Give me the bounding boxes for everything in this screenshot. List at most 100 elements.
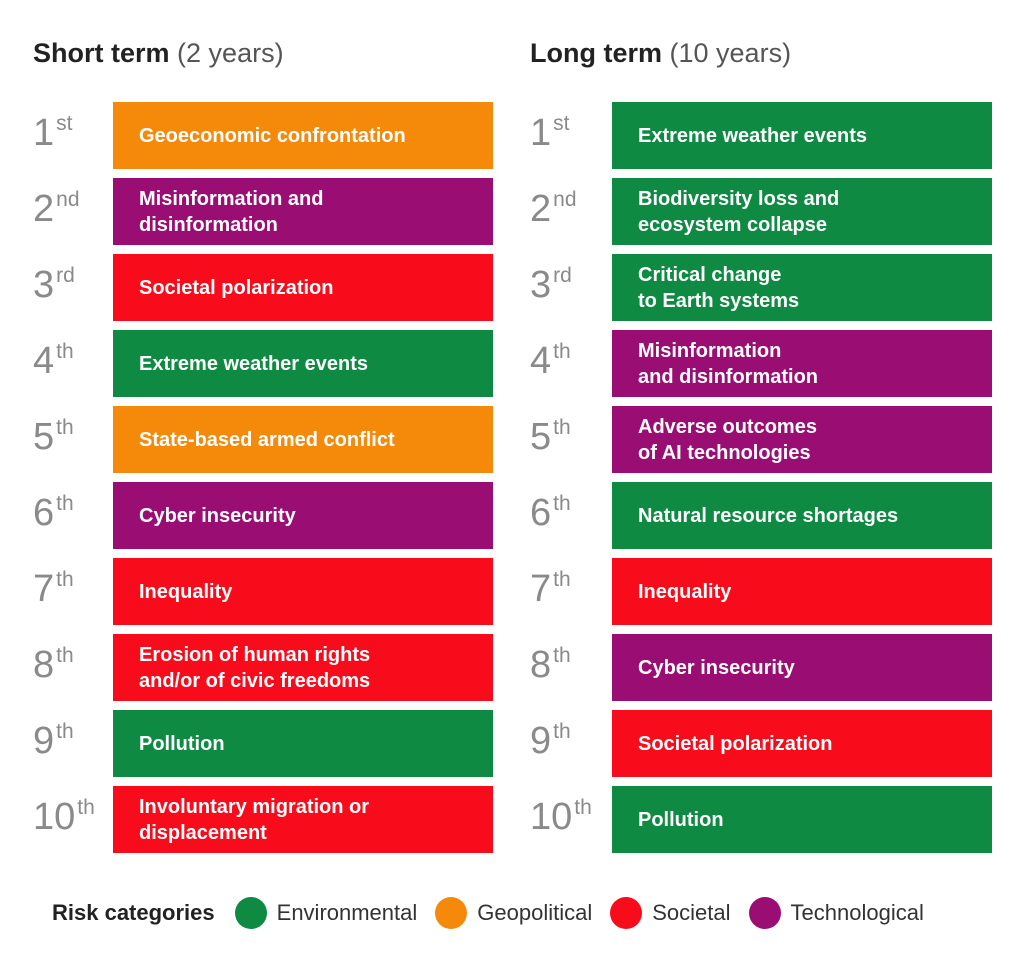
risk-box: Geoeconomic confrontation [113,102,493,169]
rank-number: 2 [530,188,552,230]
risk-label: Involuntary migration or [139,795,370,818]
rank-suffix: st [553,112,570,135]
legend-label: Technological [790,900,924,925]
risk-label: Natural resource shortages [638,504,899,527]
rank: 8th [530,644,608,687]
risk-label: Geoeconomic confrontation [139,124,406,147]
risk-box: Adverse outcomes of AI technologies [612,406,992,473]
risk-box: Biodiversity loss and ecosystem collapse [612,178,992,245]
rank: 4th [530,340,608,383]
risk-label: disinformation [139,213,278,236]
legend-dot [610,897,643,929]
rank-number: 6 [33,492,55,534]
rank-suffix: th [574,796,592,819]
risk-box: Misinformation and disinformation [113,178,493,245]
risk-label: Cyber insecurity [139,504,296,527]
risk-label: Cyber insecurity [638,656,795,679]
rank-number: 7 [530,568,552,610]
legend-title: Risk categories [52,900,215,925]
risk-box: Extreme weather events [113,330,493,397]
rank: 3rd [33,264,111,307]
rank-number: 5 [530,416,552,458]
legend-dot [435,897,468,929]
risk-box: Natural resource shortages [612,482,992,549]
rank-suffix: nd [56,188,80,211]
rank-suffix: rd [553,264,572,287]
risk-box: Cyber insecurity [612,634,992,701]
risk-box: Pollution [113,710,493,777]
risk-box: Societal polarization [113,254,493,321]
rank-number: 2 [33,188,55,230]
rank-number: 4 [530,340,552,382]
rank: 2nd [530,188,608,231]
title-bold: Long term [530,38,662,68]
rank: 1st [33,112,111,155]
rank: 1st [530,112,608,155]
rank-suffix: th [56,416,74,439]
rank-number: 3 [530,264,552,306]
rank-suffix: th [553,492,571,515]
risk-label: Pollution [139,732,225,755]
risk-label: and disinformation [638,365,818,388]
rank: 7th [33,568,111,611]
risk-label: Extreme weather events [139,352,369,375]
rank: 2nd [33,188,111,231]
risk-box: Critical change to Earth systems [612,254,992,321]
risk-label: of AI technologies [638,441,811,464]
legend: Risk categories Environmental Geopolitical… [52,897,942,929]
title-rest: (2 years) [177,38,284,68]
rank-number: 7 [33,568,55,610]
rank-suffix: th [56,340,74,363]
risk-box: Pollution [612,786,992,853]
legend-label: Environmental [276,900,418,925]
risk-label: Pollution [638,808,724,831]
rank-number: 4 [33,340,55,382]
rank-number: 9 [530,720,552,762]
rank-number: 1 [33,112,55,154]
risk-label: Inequality [139,580,233,603]
risk-label: Adverse outcomes [638,415,817,438]
rank: 3rd [530,264,608,307]
risk-box: Extreme weather events [612,102,992,169]
rank-number: 6 [530,492,552,534]
risk-box: Cyber insecurity [113,482,493,549]
rank: 9th [530,720,608,763]
risk-label: Critical change [638,263,782,286]
risk-label: displacement [139,821,267,844]
title-rest: (10 years) [669,38,792,68]
column-title: Long term (10 years) [530,38,791,69]
legend-dot [234,897,267,929]
rank-number: 10 [530,796,573,838]
rank: 7th [530,568,608,611]
risk-box: Involuntary migration or displacement [113,786,493,853]
rank-suffix: th [56,644,74,667]
risk-label: Misinformation and [139,187,324,210]
risk-label: Extreme weather events [638,124,868,147]
rank-number: 9 [33,720,55,762]
rank: 8th [33,644,111,687]
risk-label: State-based armed conflict [139,428,395,451]
risk-label: Inequality [638,580,732,603]
legend-label: Societal [652,900,731,925]
rank: 5th [33,416,111,459]
rank-suffix: th [56,720,74,743]
title-bold: Short term [33,38,170,68]
rank: 10th [530,796,608,839]
risk-label: Societal polarization [139,276,334,299]
risk-box: Misinformation and disinformation [612,330,992,397]
risk-box: Erosion of human rights and/or of civic f… [113,634,493,701]
rank-suffix: th [553,644,571,667]
risk-box: Inequality [113,558,493,625]
legend-label: Geopolitical [477,900,593,925]
risk-label: ecosystem collapse [638,213,827,236]
rank-suffix: nd [553,188,577,211]
risk-label: Misinformation [638,339,782,362]
rank-suffix: st [56,112,73,135]
rank: 5th [530,416,608,459]
risk-label: Erosion of human rights [139,643,371,666]
risk-box: Societal polarization [612,710,992,777]
rank-suffix: th [56,568,74,591]
rank: 4th [33,340,111,383]
rank-suffix: th [56,492,74,515]
